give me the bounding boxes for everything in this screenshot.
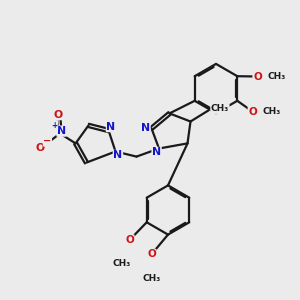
Text: −: −	[43, 136, 52, 146]
Text: CH₃: CH₃	[263, 107, 281, 116]
Text: O: O	[125, 235, 134, 245]
Text: CH₃: CH₃	[112, 259, 130, 268]
Text: O: O	[253, 71, 262, 82]
Text: N: N	[106, 122, 116, 132]
Text: O: O	[248, 106, 257, 117]
Text: CH₃: CH₃	[211, 104, 229, 113]
Text: O: O	[147, 249, 156, 260]
Text: O: O	[54, 110, 63, 120]
Text: N: N	[152, 147, 161, 158]
Text: N: N	[113, 150, 122, 161]
Text: +: +	[52, 121, 58, 130]
Text: CH₃: CH₃	[142, 274, 160, 283]
Text: O: O	[35, 142, 44, 153]
Text: CH₃: CH₃	[268, 72, 286, 81]
Text: N: N	[57, 126, 66, 136]
Text: N: N	[141, 123, 150, 134]
